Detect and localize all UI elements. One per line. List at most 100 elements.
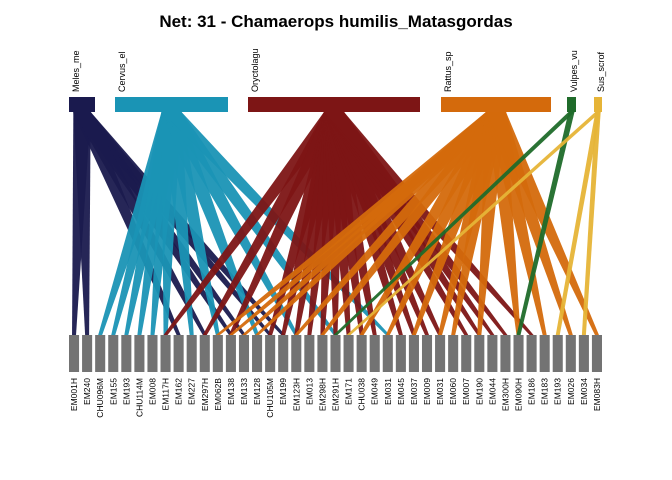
interaction-link xyxy=(555,112,601,335)
lower-plant-label: EM037 xyxy=(409,378,419,405)
lower-plant-label: EM190 xyxy=(474,378,484,405)
interaction-link xyxy=(486,112,573,335)
lower-plant-label: EM227 xyxy=(187,378,197,405)
higher-level-bars: Meles_me Cervus_el Oryctolagu Rattus_sp Vulp… xyxy=(69,48,606,112)
interaction-link xyxy=(161,112,299,335)
lower-plant-bar xyxy=(578,335,589,372)
lower-plant-bar xyxy=(343,335,354,372)
lower-plant-bar xyxy=(173,335,184,372)
lower-plant-label: EM013 xyxy=(304,378,314,405)
lower-plant-label: EM062B xyxy=(213,378,223,411)
lower-plant-label: EM001H xyxy=(69,378,79,411)
interaction-link xyxy=(324,112,364,335)
lower-plant-bar xyxy=(487,335,498,372)
lower-plant-label: EM291H xyxy=(331,378,341,411)
lower-plant-bar xyxy=(421,335,433,372)
lower-plant-label: EM031 xyxy=(383,378,393,405)
lower-plant-label: EM193 xyxy=(121,378,131,405)
lower-plant-bar xyxy=(382,335,393,372)
lower-plant-bar xyxy=(500,335,511,372)
lower-plant-label: CHU038 xyxy=(357,378,367,411)
lower-plant-bar xyxy=(461,335,472,372)
lower-plant-bar xyxy=(291,335,302,372)
lower-plant-label: CHU096M xyxy=(95,378,105,418)
interaction-link xyxy=(581,112,601,335)
lower-plant-bar xyxy=(317,335,328,372)
lower-plant-label: EM155 xyxy=(108,378,118,405)
lower-plant-label: EM297H xyxy=(200,378,210,411)
higher-species-bar xyxy=(115,97,228,112)
lower-plant-label: EM060 xyxy=(448,378,458,405)
lower-plant-bar xyxy=(212,335,223,372)
lower-plant-bar xyxy=(448,335,459,372)
lower-plant-bar xyxy=(238,335,250,372)
lower-plant-label: EM123H xyxy=(291,378,301,411)
higher-species-label: Sus_scrof xyxy=(596,51,606,92)
lower-plant-label: EM034 xyxy=(579,378,589,405)
lower-plant-bar xyxy=(513,335,524,372)
lower-plant-label: EM298H xyxy=(317,378,327,411)
lower-plant-bar xyxy=(82,335,93,372)
lower-plant-bar xyxy=(330,335,341,372)
lower-plant-bar xyxy=(474,335,485,372)
higher-species-bar xyxy=(594,97,602,112)
lower-plant-label: EM031 xyxy=(435,378,445,405)
lower-plant-bar xyxy=(95,335,106,372)
interaction-link xyxy=(333,112,575,335)
lower-plant-bar xyxy=(278,335,289,372)
lower-plant-bar xyxy=(186,335,197,372)
lower-plant-bar xyxy=(526,335,537,372)
interaction-link xyxy=(161,112,194,335)
interaction-link xyxy=(324,112,482,335)
lower-plant-label: EM171 xyxy=(344,378,354,405)
lower-plant-bar xyxy=(552,335,563,372)
lower-plant-bar xyxy=(69,335,80,372)
higher-species-label: Meles_me xyxy=(71,50,81,92)
lower-plant-label: EM199 xyxy=(278,378,288,405)
higher-species-bar xyxy=(248,97,420,112)
lower-plant-label: EM090H xyxy=(514,378,524,411)
lower-plant-label: EM133 xyxy=(239,378,249,405)
lower-plant-label: CHU114M xyxy=(134,378,144,417)
higher-species-bar xyxy=(69,97,95,112)
lower-plant-label: EM044 xyxy=(487,378,497,405)
lower-plant-label: EM117H xyxy=(161,378,171,410)
lower-plant-label: EM300H xyxy=(500,378,510,411)
lower-plant-bar xyxy=(408,335,419,372)
lower-plant-label: EM026 xyxy=(566,378,576,405)
lower-plant-label: EM183 xyxy=(540,378,550,405)
lower-plant-bar xyxy=(134,335,145,372)
lower-plant-bar xyxy=(304,335,315,372)
lower-plant-bar xyxy=(108,335,119,372)
lower-plant-label: EM008 xyxy=(147,378,157,405)
interaction-links xyxy=(72,112,601,335)
higher-species-bar xyxy=(441,97,551,112)
lower-plant-label: EM007 xyxy=(461,378,471,405)
higher-species-label: Oryctolagu xyxy=(250,48,260,92)
interaction-link xyxy=(73,112,91,335)
lower-plant-bar xyxy=(147,335,158,372)
lower-level-bars: EM001H EM240 CHU096M EM155 EM193 CHU114M EM008… xyxy=(69,335,602,418)
lower-plant-label: EM193 xyxy=(553,378,563,405)
lower-plant-label: EM138 xyxy=(226,378,236,405)
lower-plant-bar xyxy=(265,335,276,372)
lower-plant-bar xyxy=(121,335,132,372)
lower-plant-label: CHU105M xyxy=(265,378,275,418)
lower-plant-label: EM240 xyxy=(82,378,92,405)
lower-plant-label: EM128 xyxy=(252,378,262,405)
lower-plant-label: EM162 xyxy=(174,378,184,405)
lower-plant-bar xyxy=(369,335,380,372)
lower-plant-bar xyxy=(225,335,236,372)
lower-plant-bar xyxy=(199,335,210,372)
higher-species-label: Vulpes_vu xyxy=(569,50,579,92)
lower-plant-bar xyxy=(435,335,446,372)
lower-plant-bar xyxy=(395,335,406,372)
higher-species-label: Rattus_sp xyxy=(443,51,453,92)
lower-plant-label: EM009 xyxy=(422,378,432,405)
lower-plant-bar xyxy=(539,335,550,372)
higher-species-label: Cervus_el xyxy=(117,51,127,92)
lower-plant-bar xyxy=(565,335,576,372)
higher-species-bar xyxy=(567,97,576,112)
plot-title: Net: 31 - Chamaerops humilis_Matasgordas xyxy=(159,12,513,31)
